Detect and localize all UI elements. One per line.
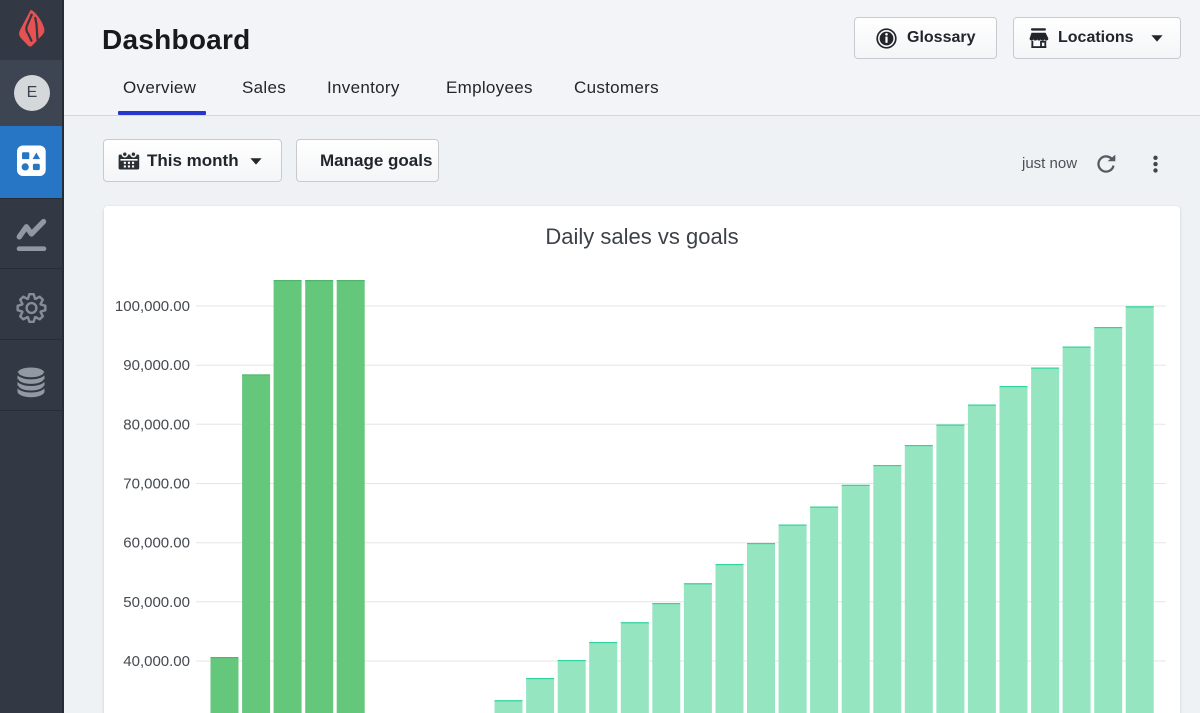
svg-text:100,000.00: 100,000.00 (115, 298, 190, 315)
svg-text:90,000.00: 90,000.00 (123, 357, 190, 374)
svg-text:70,000.00: 70,000.00 (123, 476, 190, 493)
svg-text:60,000.00: 60,000.00 (123, 535, 190, 552)
svg-text:80,000.00: 80,000.00 (123, 416, 190, 433)
svg-text:50,000.00: 50,000.00 (123, 594, 190, 611)
svg-text:40,000.00: 40,000.00 (123, 653, 190, 670)
